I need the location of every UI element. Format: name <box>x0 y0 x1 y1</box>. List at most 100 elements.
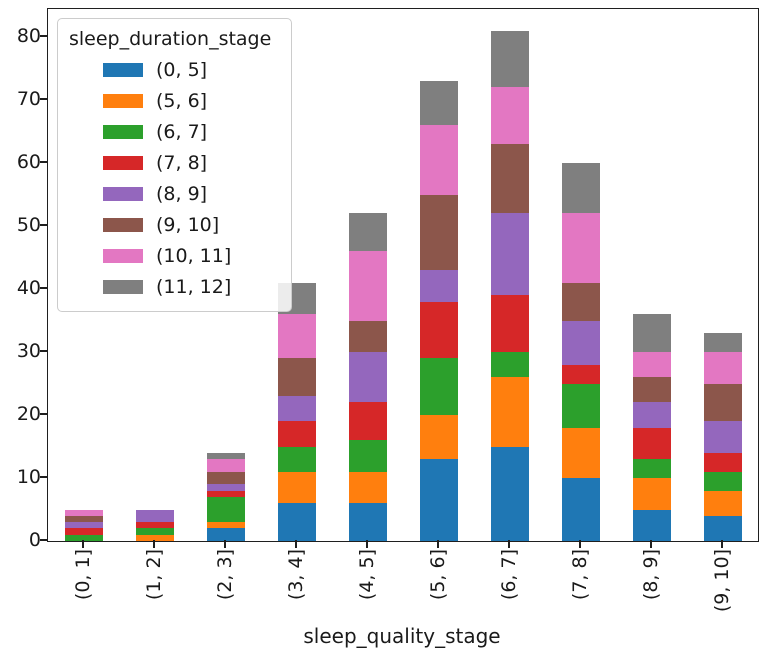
x-tick-mark <box>152 540 155 548</box>
bar-segment-(0, 5] <box>633 509 671 541</box>
bar-segment-(9, 10] <box>278 358 316 397</box>
bar-(2, 3] <box>207 452 245 541</box>
bar-segment-(7, 8] <box>278 421 316 447</box>
y-tick-label: 50 <box>16 214 41 236</box>
x-tick-label: (0, 1] <box>71 549 94 601</box>
bar-segment-(9, 10] <box>562 282 600 321</box>
bar-segment-(8, 9] <box>65 522 103 529</box>
bar-segment-(0, 5] <box>491 446 529 541</box>
bar-segment-(11, 12] <box>704 333 742 353</box>
legend-label: (0, 5] <box>156 58 208 81</box>
bar-segment-(0, 5] <box>704 515 742 541</box>
legend-title: sleep_duration_stage <box>69 28 272 50</box>
legend-row-(11, 12]: (11, 12] <box>67 271 277 302</box>
bar-segment-(0, 5] <box>207 528 245 541</box>
y-tick-mark <box>40 476 48 478</box>
y-tick-mark <box>40 539 48 541</box>
bar-segment-(8, 9] <box>420 270 458 302</box>
bar-segment-(7, 8] <box>420 301 458 359</box>
bar-segment-(5, 6] <box>278 471 316 504</box>
bar-segment-(8, 9] <box>207 484 245 491</box>
bar-(6, 7] <box>491 30 529 541</box>
bar-segment-(5, 6] <box>704 490 742 516</box>
x-tick-mark <box>223 540 226 548</box>
bar-segment-(0, 5] <box>278 503 316 541</box>
legend-label: (8, 9] <box>156 182 208 205</box>
y-tick-label: 80 <box>16 25 41 47</box>
bar-(1, 2] <box>136 509 174 541</box>
bar-segment-(8, 9] <box>349 352 387 403</box>
x-tick-label: (8, 9] <box>639 549 662 601</box>
bar-segment-(11, 12] <box>633 314 671 353</box>
legend-color-patch <box>103 279 143 294</box>
bar-segment-(11, 12] <box>562 163 600 214</box>
bar-segment-(5, 6] <box>420 415 458 460</box>
bar-segment-(9, 10] <box>633 377 671 403</box>
bar-segment-(9, 10] <box>207 471 245 485</box>
legend-color-patch <box>103 248 143 263</box>
y-tick-label: 70 <box>16 88 41 110</box>
bar-segment-(6, 7] <box>704 471 742 491</box>
legend-label: (10, 11] <box>156 244 232 267</box>
bar-segment-(6, 7] <box>278 446 316 472</box>
bar-segment-(5, 6] <box>633 478 671 510</box>
bar-segment-(10, 11] <box>420 125 458 195</box>
y-tick-label: 20 <box>16 403 41 425</box>
legend-row-(6, 7]: (6, 7] <box>67 116 277 147</box>
bar-(8, 9] <box>633 314 671 541</box>
bar-segment-(7, 8] <box>491 295 529 353</box>
x-tick-label: (5, 6] <box>426 549 449 601</box>
y-tick-mark <box>40 350 48 352</box>
bar-segment-(10, 11] <box>633 352 671 378</box>
bar-segment-(10, 11] <box>207 459 245 472</box>
x-tick-mark <box>294 540 297 548</box>
bar-segment-(6, 7] <box>420 358 458 416</box>
bar-segment-(5, 6] <box>562 427 600 478</box>
legend-row-(10, 11]: (10, 11] <box>67 240 277 271</box>
y-tick-mark <box>40 287 48 289</box>
bar-segment-(9, 10] <box>349 320 387 353</box>
bar-segment-(10, 11] <box>491 87 529 145</box>
legend-row-(9, 10]: (9, 10] <box>67 209 277 240</box>
bar-segment-(8, 9] <box>704 421 742 453</box>
bar-segment-(5, 6] <box>136 534 174 541</box>
bar-segment-(8, 9] <box>278 396 316 422</box>
bar-segment-(5, 6] <box>207 522 245 529</box>
x-tick-label: (6, 7] <box>497 549 520 601</box>
bar-segment-(10, 11] <box>65 509 103 516</box>
y-tick-mark <box>40 35 48 37</box>
legend-label: (11, 12] <box>156 275 232 298</box>
bar-segment-(6, 7] <box>633 459 671 478</box>
legend-color-patch <box>103 217 143 232</box>
bar-segment-(9, 10] <box>420 194 458 271</box>
bar-segment-(7, 8] <box>207 490 245 497</box>
bar-segment-(11, 12] <box>491 30 529 88</box>
y-tick-mark <box>40 413 48 415</box>
bar-segment-(6, 7] <box>562 383 600 428</box>
bar-segment-(6, 7] <box>136 528 174 535</box>
x-tick-mark <box>81 540 84 548</box>
bar-segment-(11, 12] <box>349 213 387 252</box>
x-tick-mark <box>507 540 510 548</box>
x-tick-label: (7, 8] <box>568 549 591 601</box>
bar-segment-(6, 7] <box>65 534 103 541</box>
x-tick-label: (4, 5] <box>355 549 378 601</box>
bar-(3, 4] <box>278 282 316 541</box>
x-tick-mark <box>578 540 581 548</box>
legend-row-(0, 5]: (0, 5] <box>67 54 277 85</box>
y-tick-mark <box>40 161 48 163</box>
y-tick-mark <box>40 98 48 100</box>
legend-label: (7, 8] <box>156 151 208 174</box>
x-tick-label: (2, 3] <box>213 549 236 601</box>
plot-area: sleep_duration_stage (0, 5] (5, 6] (6, 7](… <box>47 8 759 542</box>
y-tick-label: 30 <box>16 340 41 362</box>
bar-segment-(6, 7] <box>207 496 245 523</box>
bar-segment-(0, 5] <box>420 459 458 541</box>
bar-segment-(8, 9] <box>136 509 174 523</box>
y-tick-mark <box>40 224 48 226</box>
legend-color-patch <box>103 93 143 108</box>
x-tick-label: (3, 4] <box>284 549 307 601</box>
bar-(0, 1] <box>65 509 103 541</box>
legend-items: (0, 5] (5, 6] (6, 7] (7, 8] (8, 9] (9, 10] (10… <box>67 54 277 302</box>
